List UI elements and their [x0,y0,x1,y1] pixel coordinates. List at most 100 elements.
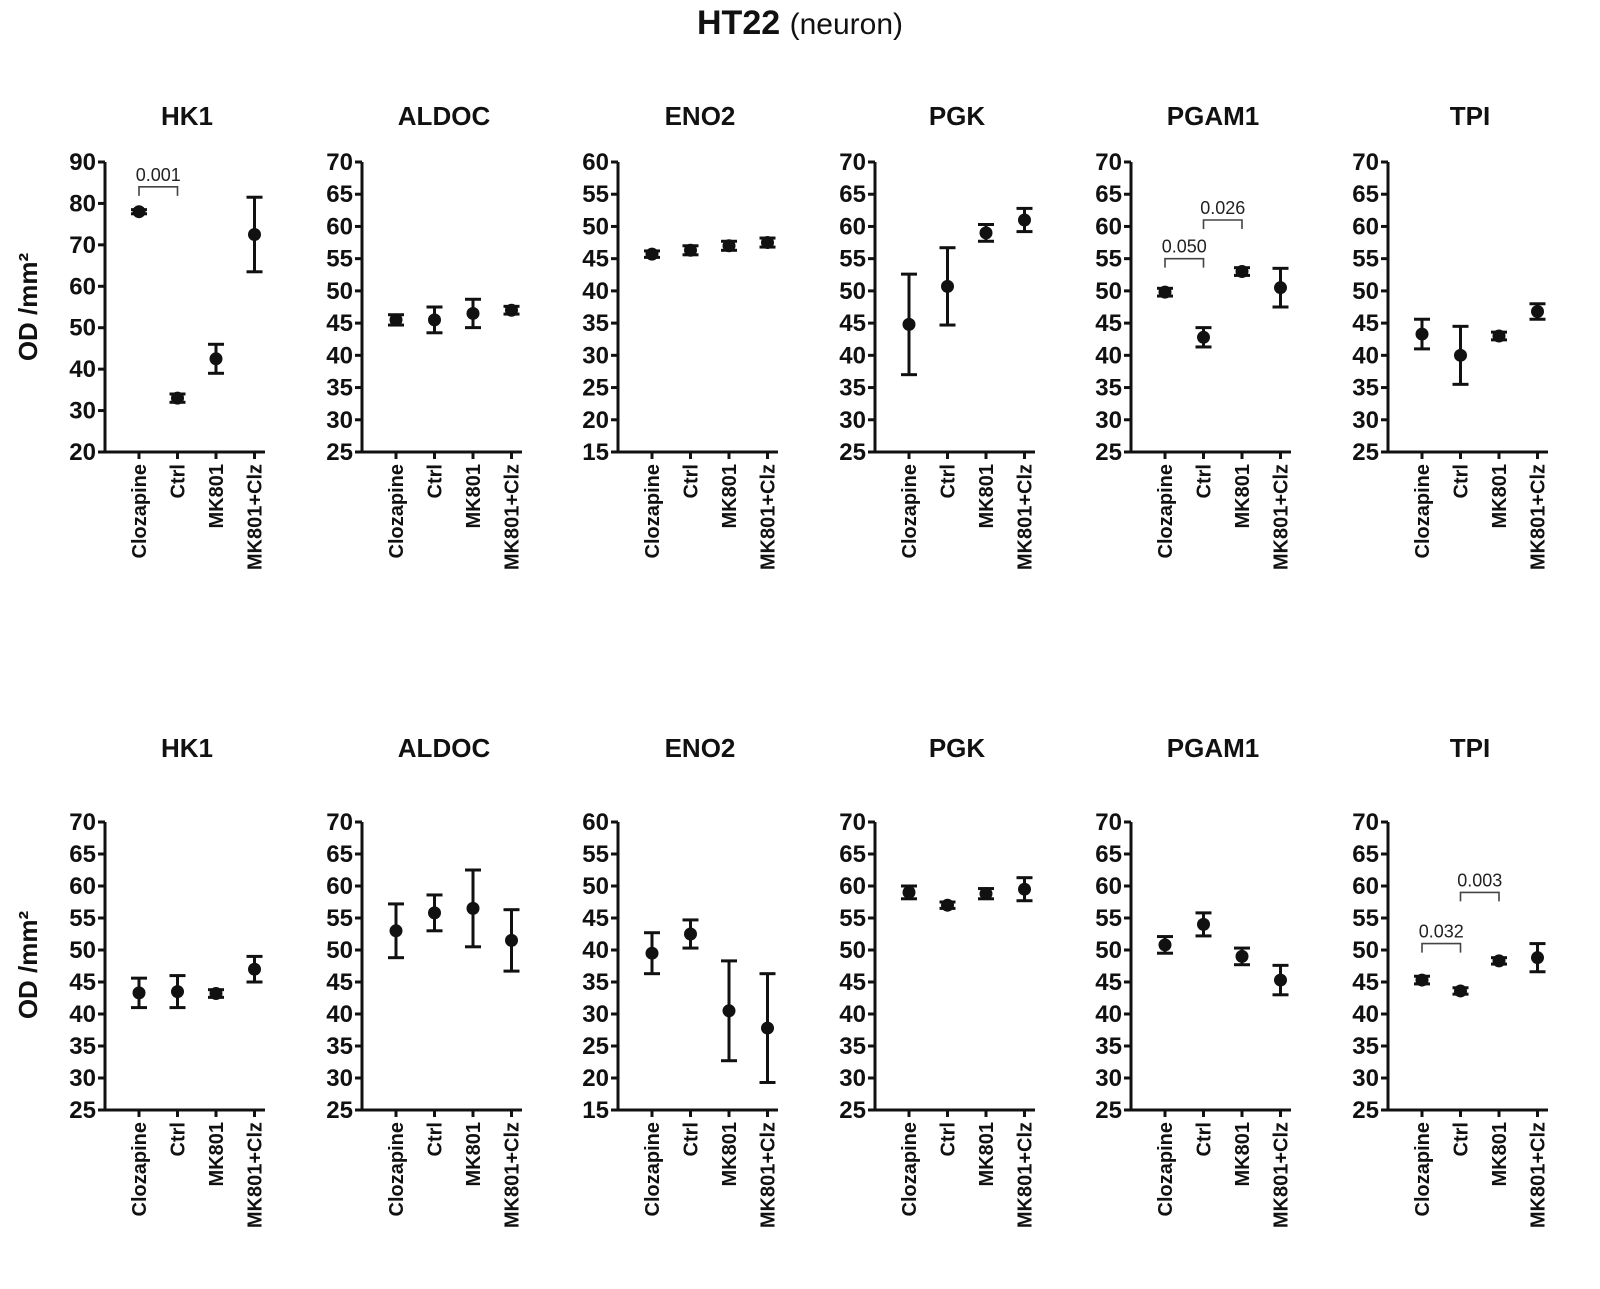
panel-6-ytick-label-70: 70 [1352,149,1379,176]
panel-12-sig-label-1: 0.003 [1457,870,1502,890]
panel-6-ytick-label-50: 50 [1352,278,1379,305]
panel-1-ytick-label-50: 50 [69,315,96,342]
panel-12-point-2 [1492,954,1506,968]
panel-11-category-label-3: MK801+Clz [1271,1122,1293,1228]
panel-10-ytick-label-35: 35 [839,1033,866,1060]
panel-12-ytick-label-45: 45 [1352,969,1379,996]
panel-6-category-label-3: MK801+Clz [1528,464,1550,570]
panel-1-point-2 [209,352,223,366]
panel-8-ytick-label-65: 65 [326,841,353,868]
panel-7-ytick-label-25: 25 [69,1097,96,1124]
panel-2-ytick-label-30: 30 [326,407,353,434]
panel-2-category-label-1: Ctrl [425,464,447,498]
panel-6-ytick-label-35: 35 [1352,375,1379,402]
panel-3-point-2 [722,239,736,253]
panel-5-category-label-0: Clozapine [1155,464,1177,558]
panel-7-ytick-label-65: 65 [69,841,96,868]
panel-5-ytick-label-45: 45 [1095,310,1122,337]
panel-8-point-2 [466,901,480,915]
panel-1-point-1 [171,391,184,405]
panel-7-point-3 [248,962,261,976]
panel-10-title: PGK [929,733,986,763]
panel-5-point-0 [1158,285,1172,299]
panel-5-category-label-2: MK801 [1232,464,1254,528]
panel-8-ytick-label-70: 70 [326,809,353,836]
panel-3-ytick-label-25: 25 [582,375,609,402]
panel-3-ytick-label-55: 55 [582,181,609,208]
panel-8-point-0 [389,924,403,938]
panel-7-point-1 [171,985,184,999]
panel-5-sig-bracket-1 [1202,219,1243,229]
panel-9-ytick-label-40: 40 [582,937,609,964]
panel-2-category-label-2: MK801 [463,464,485,528]
panel-6-point-3 [1531,305,1544,319]
panel-4-point-2 [979,226,993,240]
panel-3-point-3 [761,236,774,250]
panel-2-category-label-3: MK801+Clz [502,464,524,570]
panel-6-category-label-2: MK801 [1489,464,1511,528]
panel-10-ytick-label-50: 50 [839,937,866,964]
panel-9-title: ENO2 [665,733,736,763]
panel-1-title: HK1 [161,101,213,131]
panel-9-category-label-1: Ctrl [681,1122,703,1156]
panel-3-point-1 [684,243,697,257]
panel-6-ytick-label-45: 45 [1352,310,1379,337]
panel-12-ytick-label-40: 40 [1352,1001,1379,1028]
panel-4-ytick-label-40: 40 [839,342,866,369]
panel-12-point-3 [1531,951,1544,965]
panel-3-ytick-label-60: 60 [582,149,609,176]
panel-3-ytick-label-15: 15 [582,439,609,466]
panel-4-ytick-label-55: 55 [839,246,866,273]
panel-1-ytick-label-80: 80 [69,190,96,217]
panel-12-ytick-label-50: 50 [1352,937,1379,964]
panel-7-ytick-label-60: 60 [69,873,96,900]
panel-4-ytick-label-65: 65 [839,181,866,208]
panel-5-ytick-label-55: 55 [1095,246,1122,273]
panel-12-point-1 [1454,984,1467,998]
panel-4-ytick-label-35: 35 [839,375,866,402]
panel-10-point-3 [1018,882,1031,896]
panel-1-ytick-label-90: 90 [69,149,96,176]
panel-1-category-label-3: MK801+Clz [245,464,267,570]
panel-5-sig-bracket-0 [1164,257,1205,268]
panel-7-category-label-0: Clozapine [129,1122,151,1216]
panel-11-ytick-label-35: 35 [1095,1033,1122,1060]
panel-10-ytick-label-40: 40 [839,1001,866,1028]
panel-3-ytick-label-45: 45 [582,246,609,273]
panel-4-ytick-label-25: 25 [839,439,866,466]
panel-8-ytick-label-60: 60 [326,873,353,900]
panel-10-point-0 [902,885,916,899]
panel-12-title: TPI [1450,733,1490,763]
panel-7-category-label-2: MK801 [206,1122,228,1186]
panel-9-ytick-label-60: 60 [582,809,609,836]
panel-11-point-0 [1158,938,1172,952]
panel-5-point-3 [1274,281,1287,295]
panel-6-ytick-label-25: 25 [1352,439,1379,466]
panel-12-ytick-label-30: 30 [1352,1065,1379,1092]
panel-12-ytick-label-35: 35 [1352,1033,1379,1060]
panel-2-ytick-label-60: 60 [326,213,353,240]
panel-4-category-label-1: Ctrl [938,464,960,498]
panel-1-category-label-1: Ctrl [168,464,190,498]
panel-5-ytick-label-25: 25 [1095,439,1122,466]
panel-7-title: HK1 [161,733,213,763]
panel-8-ytick-label-45: 45 [326,969,353,996]
panel-10-ytick-label-65: 65 [839,841,866,868]
panel-9-category-label-3: MK801+Clz [758,1122,780,1228]
panel-10-category-label-1: Ctrl [938,1122,960,1156]
panel-2-ytick-label-25: 25 [326,439,353,466]
panel-2-point-1 [428,313,441,327]
panel-2-category-label-0: Clozapine [386,464,408,558]
panel-3-category-label-1: Ctrl [681,464,703,498]
panel-12-ytick-label-65: 65 [1352,841,1379,868]
panel-10-category-label-0: Clozapine [899,1122,921,1216]
panel-8-ytick-label-50: 50 [326,937,353,964]
panel-1-ytick-label-30: 30 [69,398,96,425]
panel-5-ytick-label-40: 40 [1095,342,1122,369]
panel-4-category-label-2: MK801 [976,464,998,528]
panel-8-ytick-label-35: 35 [326,1033,353,1060]
panel-10-category-label-2: MK801 [976,1122,998,1186]
panel-12-sig-bracket-0 [1421,942,1462,953]
